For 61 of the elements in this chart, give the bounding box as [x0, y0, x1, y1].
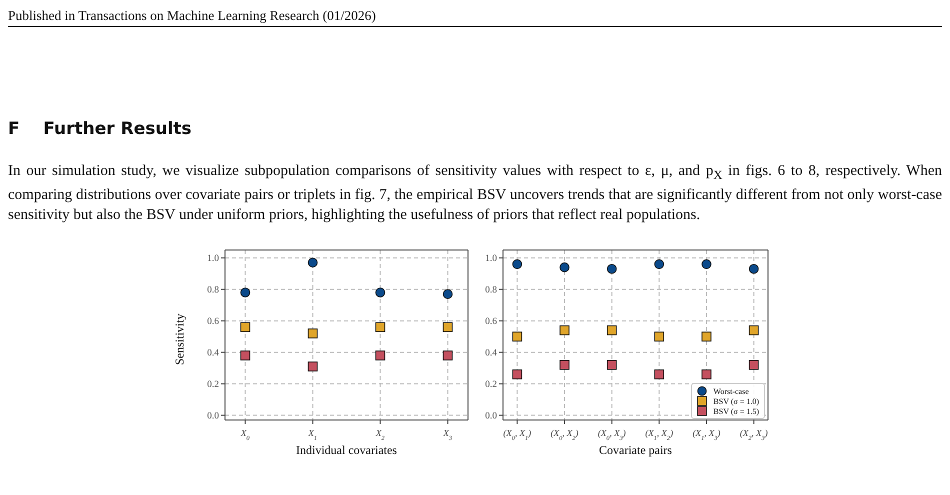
point [606, 360, 617, 370]
legend-label: BSV (σ = 1.5) [713, 406, 759, 416]
y-tick-label: 0.4 [207, 348, 220, 359]
point [560, 262, 570, 272]
x-axis-title: Covariate pairs [599, 443, 672, 457]
point [560, 325, 570, 336]
point [442, 322, 453, 332]
point [308, 328, 318, 338]
y-tick-label: 0.8 [207, 286, 220, 296]
y-tick-label: 0.2 [485, 380, 498, 390]
y-tick-label: 1.0 [485, 254, 498, 264]
point [748, 325, 759, 336]
point [375, 288, 386, 298]
point [606, 325, 617, 336]
point [308, 258, 318, 268]
point [606, 264, 617, 274]
point [512, 259, 522, 270]
y-tick-label: 0.6 [485, 317, 498, 328]
point [702, 332, 712, 342]
x-tick-label: X$_{2}$ [374, 428, 386, 442]
point [654, 369, 664, 380]
x-tick-label: X$_{1}$ [307, 428, 318, 442]
point [375, 350, 386, 360]
point [240, 288, 250, 298]
y-tick-label: 0.2 [207, 380, 220, 390]
x-tick-label: (X$_{0}$, X$_{3}$) [598, 428, 626, 442]
y-tick-label: 0.0 [485, 412, 498, 422]
x-tick-label: (X$_{0}$, X$_{2}$) [550, 428, 578, 442]
x-tick-label: (X$_{2}$, X$_{3}$) [740, 428, 768, 442]
y-tick-label: 0.0 [207, 412, 220, 422]
x-tick-label: (X$_{0}$, X$_{1}$) [503, 428, 532, 442]
y-tick-label: 0.8 [485, 286, 498, 296]
x-tick-label: X$_{0}$ [240, 428, 250, 442]
y-tick-label: 1.0 [207, 254, 220, 264]
point [375, 322, 386, 332]
point [240, 350, 250, 360]
point [442, 350, 453, 360]
text: In our simulation study, we visualize subpopulation comparisons of sensitivity values with respect to ε, μ, and p$_{X}$ in figs. 6 to 8, respectively. When comparing distributions over covariate pairs or triplets in fig. 7, the empirical BSV uncovers trends that are significantly different from not only worst-case sensitivity but also the BSV under uniform priors, highlighting the usefulness of priors that reflect real populations. [8, 162, 942, 225]
point [512, 369, 522, 380]
point [748, 360, 759, 370]
text: F Further Results [8, 119, 193, 139]
point [308, 362, 318, 372]
legend-label: Worst-case [713, 386, 749, 396]
x-axis-title: Individual covariates [296, 443, 398, 457]
y-tick-label: 0.4 [485, 348, 498, 359]
x-tick-label: (X$_{1}$, X$_{3}$) [692, 428, 720, 442]
x-tick-label: X$_{3}$ [442, 428, 452, 442]
point [702, 369, 712, 380]
y-axis-title: Sensitivity [172, 314, 186, 365]
point [560, 360, 570, 370]
point [240, 322, 250, 332]
y-tick-label: 0.6 [207, 317, 220, 328]
point [748, 264, 759, 274]
point [654, 332, 664, 342]
point [512, 332, 522, 342]
point [654, 259, 664, 270]
text: Published in Transactions on Machine Learning Research (01/2026) [8, 8, 942, 27]
point [702, 259, 712, 270]
point [442, 289, 453, 299]
legend-label: BSV (σ = 1.0) [713, 396, 759, 406]
x-tick-label: (X$_{1}$, X$_{2}$) [645, 428, 674, 442]
